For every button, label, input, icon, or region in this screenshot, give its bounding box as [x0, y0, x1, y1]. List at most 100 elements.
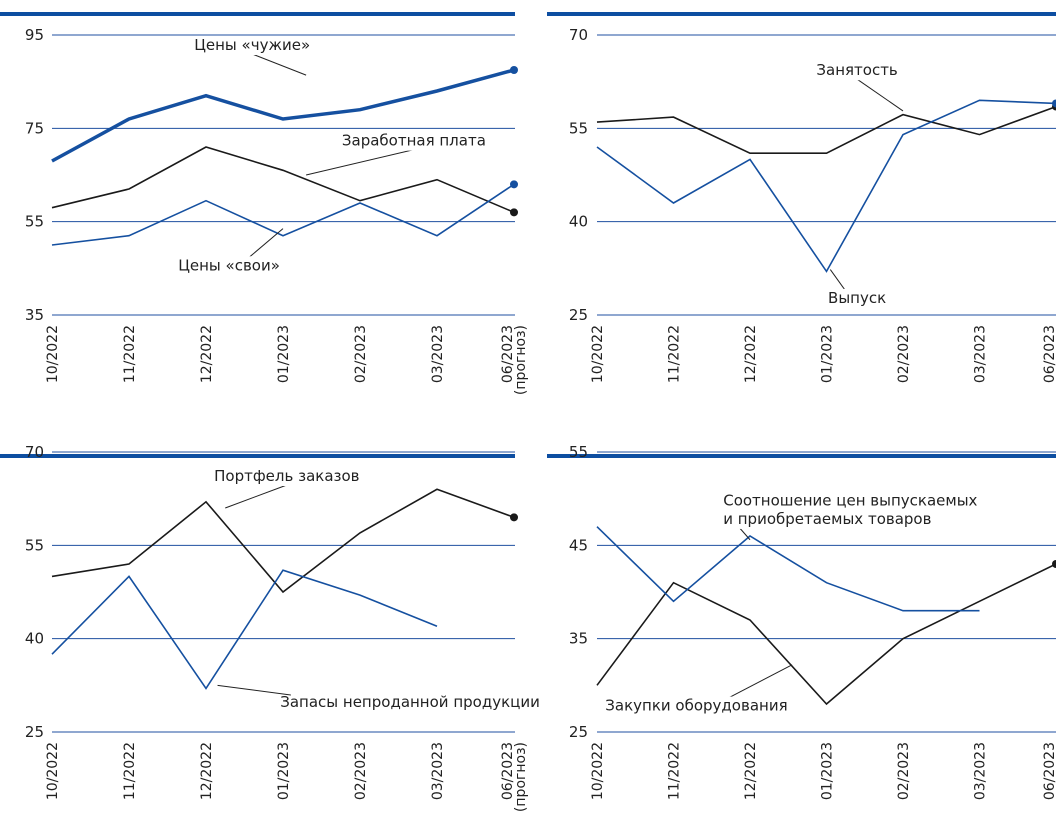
- svg-text:06/2023: 06/2023: [1042, 325, 1056, 383]
- x-tick-label: 06/2023(прогноз): [1042, 742, 1056, 812]
- series-line-1: [51, 488, 515, 594]
- x-tick-label: 11/2022: [667, 742, 683, 800]
- svg-text:03/2023: 03/2023: [430, 325, 446, 383]
- chart-panel-1: 35 55 75 95 10/2022 11/2022 12/2022 01/2023 02/2…: [0, 12, 529, 395]
- series-end-marker: [1052, 99, 1056, 108]
- annotation-bg: [344, 131, 484, 151]
- y-tick-label: 35: [25, 306, 44, 324]
- y-tick-label: 95: [25, 26, 44, 44]
- annotation-label: Цены «чужие»: [194, 36, 310, 54]
- annotation-leader: [252, 53, 307, 76]
- svg-text:02/2023: 02/2023: [896, 742, 912, 800]
- svg-text:12/2022: 12/2022: [199, 742, 215, 800]
- series-line-1: [596, 563, 1056, 706]
- y-tick-label: 25: [25, 723, 44, 741]
- y-tick-label: 40: [569, 213, 588, 231]
- x-tick-label: 01/2023: [820, 742, 836, 800]
- annotation-label: Закупки оборудования: [605, 697, 787, 715]
- y-tick-label: 25: [569, 306, 588, 324]
- annotation-label: Соотношение цен выпускаемых: [723, 491, 977, 509]
- x-tick-label: 01/2023: [820, 325, 836, 383]
- panel-top-band: [547, 454, 1056, 458]
- svg-text:01/2023: 01/2023: [820, 325, 836, 383]
- x-tick-label: 02/2023: [353, 325, 369, 383]
- svg-text:10/2022: 10/2022: [590, 742, 606, 800]
- series-line-2: [51, 569, 438, 690]
- x-tick-label: 12/2022: [743, 742, 759, 800]
- annotation-label: Заработная плата: [342, 132, 486, 150]
- y-tick-label: 75: [25, 119, 44, 137]
- x-tick-label: 06/2023(прогноз): [500, 742, 529, 812]
- annotation-leader: [856, 78, 904, 112]
- svg-text:11/2022: 11/2022: [122, 325, 138, 383]
- x-tick-label: 10/2022: [590, 742, 606, 800]
- svg-text:02/2023: 02/2023: [896, 325, 912, 383]
- series-line-1: [596, 105, 1056, 154]
- annotation-label: Запасы непроданной продукции: [280, 693, 540, 711]
- annotation-leader: [305, 149, 415, 176]
- svg-text:10/2022: 10/2022: [590, 325, 606, 383]
- x-tick-label: 12/2022: [199, 742, 215, 800]
- svg-text:06/2023: 06/2023: [1042, 742, 1056, 800]
- x-tick-label: 11/2022: [122, 325, 138, 383]
- annotation-bg: [816, 61, 898, 81]
- annotation-label: Выпуск: [828, 289, 886, 307]
- x-tick-label: 02/2023: [353, 742, 369, 800]
- chart-panel-3: 25 40 55 70 10/2022 11/2022 12/2022 01/2023 02/2…: [0, 443, 540, 812]
- y-tick-label: 25: [569, 723, 588, 741]
- svg-text:(прогноз): (прогноз): [513, 325, 529, 395]
- annotation-label: Портфель заказов: [214, 467, 359, 485]
- x-tick-label: 12/2022: [199, 325, 215, 383]
- y-tick-label: 55: [569, 443, 588, 461]
- annotation-bg: [610, 696, 783, 716]
- annotation-bg: [290, 692, 530, 712]
- x-tick-label: 01/2023: [276, 742, 292, 800]
- svg-text:(прогноз): (прогноз): [513, 742, 529, 812]
- svg-text:06/2023: 06/2023: [500, 742, 516, 800]
- x-tick-label: 03/2023: [973, 325, 989, 383]
- svg-text:02/2023: 02/2023: [353, 325, 369, 383]
- series-line-3: [51, 183, 515, 246]
- chart-panel-4: 25 35 45 55 10/2022 11/2022 12/2022 01/2023 02/2…: [547, 443, 1056, 812]
- svg-text:12/2022: 12/2022: [743, 325, 759, 383]
- x-tick-label: 10/2022: [590, 325, 606, 383]
- svg-text:03/2023: 03/2023: [430, 742, 446, 800]
- svg-text:01/2023: 01/2023: [276, 742, 292, 800]
- series-line-2: [596, 99, 1056, 273]
- svg-text:11/2022: 11/2022: [667, 325, 683, 383]
- y-tick-label: 55: [25, 213, 44, 231]
- svg-text:11/2022: 11/2022: [667, 742, 683, 800]
- svg-text:11/2022: 11/2022: [122, 742, 138, 800]
- svg-text:06/2023: 06/2023: [500, 325, 516, 383]
- svg-text:03/2023: 03/2023: [973, 742, 989, 800]
- annotation-bg: [199, 36, 305, 55]
- y-tick-label: 55: [25, 536, 44, 554]
- annotation-bg: [217, 467, 357, 486]
- y-tick-label: 70: [569, 26, 588, 44]
- svg-text:12/2022: 12/2022: [199, 325, 215, 383]
- x-tick-label: 11/2022: [667, 325, 683, 383]
- panel-top-band: [0, 454, 515, 458]
- x-tick-label: 03/2023: [973, 742, 989, 800]
- x-tick-label: 11/2022: [122, 742, 138, 800]
- svg-text:02/2023: 02/2023: [353, 742, 369, 800]
- y-tick-label: 35: [569, 630, 588, 648]
- panel-top-band: [547, 12, 1056, 16]
- svg-text:01/2023: 01/2023: [276, 325, 292, 383]
- series-end-marker: [510, 513, 518, 522]
- x-tick-label: 02/2023: [896, 742, 912, 800]
- annotation-bg: [180, 256, 278, 276]
- series-end-marker: [510, 180, 518, 189]
- annotation-label: Занятость: [816, 61, 897, 79]
- svg-text:12/2022: 12/2022: [743, 742, 759, 800]
- annotation-leader: [225, 484, 288, 509]
- x-tick-label: 06/2023(прогноз): [500, 325, 529, 395]
- annotation-bg: [829, 288, 885, 308]
- series-line-2: [596, 526, 980, 612]
- x-tick-label: 01/2023: [276, 325, 292, 383]
- svg-text:03/2023: 03/2023: [973, 325, 989, 383]
- annotation-label: Цены «свои»: [178, 256, 280, 274]
- y-tick-label: 40: [25, 630, 44, 648]
- annotation-bg: [720, 509, 918, 529]
